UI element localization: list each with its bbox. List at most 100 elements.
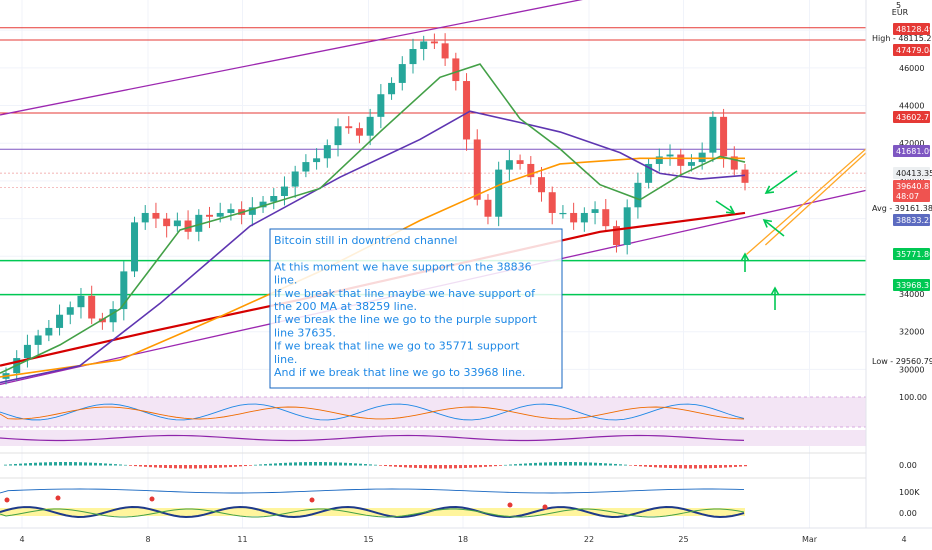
candle[interactable]	[141, 212, 149, 223]
support-arrow[interactable]	[715, 200, 735, 214]
candle[interactable]	[409, 49, 417, 65]
annotation-box[interactable]	[269, 228, 563, 389]
candle[interactable]	[259, 201, 267, 208]
candle[interactable]	[538, 177, 546, 193]
candle[interactable]	[698, 152, 706, 163]
candle[interactable]	[559, 212, 567, 215]
candle[interactable]	[280, 186, 288, 196]
candle[interactable]	[184, 220, 192, 232]
price-level-badge[interactable]	[893, 111, 930, 123]
price-axis[interactable]: EUR5300003200034000360003800040000420004…	[865, 0, 932, 528]
macd-bar	[579, 462, 582, 466]
price-level-badge[interactable]	[893, 180, 930, 192]
candle[interactable]	[152, 212, 160, 219]
candle[interactable]	[120, 271, 128, 310]
candle[interactable]	[730, 156, 738, 170]
candle[interactable]	[570, 212, 578, 223]
price-level-badge[interactable]	[893, 44, 930, 56]
candle[interactable]	[527, 163, 535, 178]
candle[interactable]	[463, 81, 471, 140]
candle[interactable]	[505, 160, 513, 170]
candle[interactable]	[313, 158, 321, 163]
volume-line[interactable]	[0, 488, 745, 494]
candle[interactable]	[34, 335, 42, 345]
candle[interactable]	[398, 64, 406, 83]
candle[interactable]	[430, 41, 438, 44]
macd-bar	[724, 465, 727, 468]
macd-bar	[264, 464, 267, 466]
time-axis[interactable]: 481115182225Mar4811	[0, 527, 932, 544]
candle[interactable]	[195, 214, 203, 232]
candle[interactable]	[495, 169, 503, 217]
candle[interactable]	[677, 154, 685, 166]
candle[interactable]	[591, 209, 599, 213]
price-level-badge[interactable]	[893, 145, 930, 157]
oscillator-line[interactable]	[0, 434, 745, 442]
candle[interactable]	[709, 116, 717, 153]
candle[interactable]	[323, 145, 331, 159]
candle[interactable]	[109, 309, 117, 323]
candle[interactable]	[88, 295, 96, 319]
annotation-note[interactable]: Bitcoin still in downtrend channel At thi…	[269, 228, 563, 389]
candle[interactable]	[473, 139, 481, 200]
candle[interactable]	[131, 222, 139, 272]
candle[interactable]	[334, 126, 342, 146]
price-level-badge[interactable]	[893, 23, 930, 35]
candle[interactable]	[248, 207, 256, 215]
price-level-badge[interactable]	[893, 279, 930, 291]
date-tick-label: 18	[458, 535, 468, 544]
candle[interactable]	[205, 214, 213, 217]
support-arrow[interactable]	[763, 219, 785, 237]
rsi-signal-line[interactable]	[0, 406, 745, 420]
price-level-badge[interactable]	[893, 248, 930, 260]
ma-20-line[interactable]	[0, 63, 746, 374]
candle[interactable]	[345, 126, 353, 129]
candle[interactable]	[227, 209, 235, 213]
channel-upper-line[interactable]	[0, 0, 589, 116]
candle[interactable]	[441, 43, 449, 59]
candle[interactable]	[366, 116, 374, 136]
candle[interactable]	[163, 218, 171, 227]
candle[interactable]	[355, 128, 363, 136]
candle[interactable]	[377, 94, 385, 117]
rsi-line[interactable]	[0, 403, 745, 421]
candle[interactable]	[548, 192, 556, 213]
candle[interactable]	[720, 116, 728, 157]
candle[interactable]	[645, 163, 653, 183]
candle[interactable]	[687, 162, 695, 166]
candle[interactable]	[45, 327, 53, 336]
candle[interactable]	[516, 160, 524, 164]
candle[interactable]	[77, 295, 85, 308]
candle[interactable]	[602, 209, 610, 227]
candle[interactable]	[66, 307, 74, 315]
candle[interactable]	[291, 171, 299, 187]
candle[interactable]	[655, 156, 663, 164]
candle[interactable]	[56, 314, 64, 328]
ma-100-line[interactable]	[0, 157, 745, 378]
candle[interactable]	[623, 207, 631, 245]
price-level-badge[interactable]	[893, 190, 930, 202]
ma-50-line[interactable]	[0, 110, 746, 384]
candle[interactable]	[634, 182, 642, 208]
candle[interactable]	[484, 199, 492, 217]
candle[interactable]	[420, 41, 428, 49]
osc-line[interactable]	[0, 505, 745, 519]
support-arrow[interactable]	[765, 170, 798, 194]
candle[interactable]	[452, 58, 460, 82]
candle[interactable]	[666, 154, 674, 157]
candle[interactable]	[302, 162, 310, 172]
price-level-badge[interactable]	[893, 214, 930, 226]
candle[interactable]	[741, 169, 749, 183]
candle[interactable]	[23, 344, 31, 359]
macd-bar	[224, 465, 227, 468]
candle[interactable]	[612, 226, 620, 245]
price-level-badge[interactable]	[893, 167, 930, 179]
candle[interactable]	[388, 82, 396, 95]
candle[interactable]	[580, 212, 588, 223]
candle[interactable]	[173, 220, 181, 227]
osc-signal-line[interactable]	[0, 508, 745, 518]
candle[interactable]	[216, 212, 224, 217]
candle[interactable]	[270, 196, 278, 202]
